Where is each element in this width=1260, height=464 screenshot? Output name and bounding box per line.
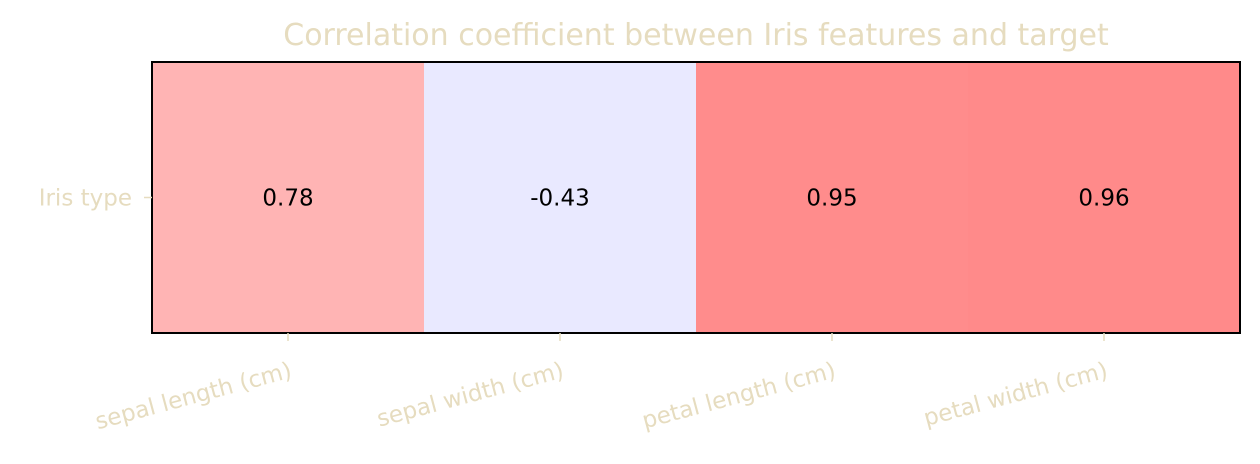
cell-value-label: 0.78 bbox=[262, 186, 313, 212]
x-tick-label: petal width (cm) bbox=[921, 358, 1111, 432]
heatmap-cell bbox=[424, 62, 697, 333]
heatmap-cell bbox=[152, 62, 425, 333]
y-tick-label: Iris type bbox=[39, 186, 132, 212]
cell-value-label: 0.95 bbox=[806, 186, 857, 212]
y-axis: Iris type bbox=[39, 186, 152, 212]
heatmap-cell bbox=[696, 62, 969, 333]
x-axis: sepal length (cm) sepal width (cm) petal l… bbox=[93, 333, 1111, 435]
heatmap-cell bbox=[968, 62, 1241, 333]
chart-title: Correlation coefficient between Iris fea… bbox=[283, 18, 1109, 53]
cell-value-labels: 0.78 -0.43 0.95 0.96 bbox=[262, 186, 1129, 212]
cell-value-label: 0.96 bbox=[1078, 186, 1129, 212]
cell-value-label: -0.43 bbox=[530, 186, 590, 212]
x-tick-label: petal length (cm) bbox=[639, 358, 838, 435]
x-tick-label: sepal length (cm) bbox=[93, 358, 295, 435]
x-tick-label: sepal width (cm) bbox=[374, 358, 566, 433]
heatmap-cells bbox=[152, 62, 1241, 333]
